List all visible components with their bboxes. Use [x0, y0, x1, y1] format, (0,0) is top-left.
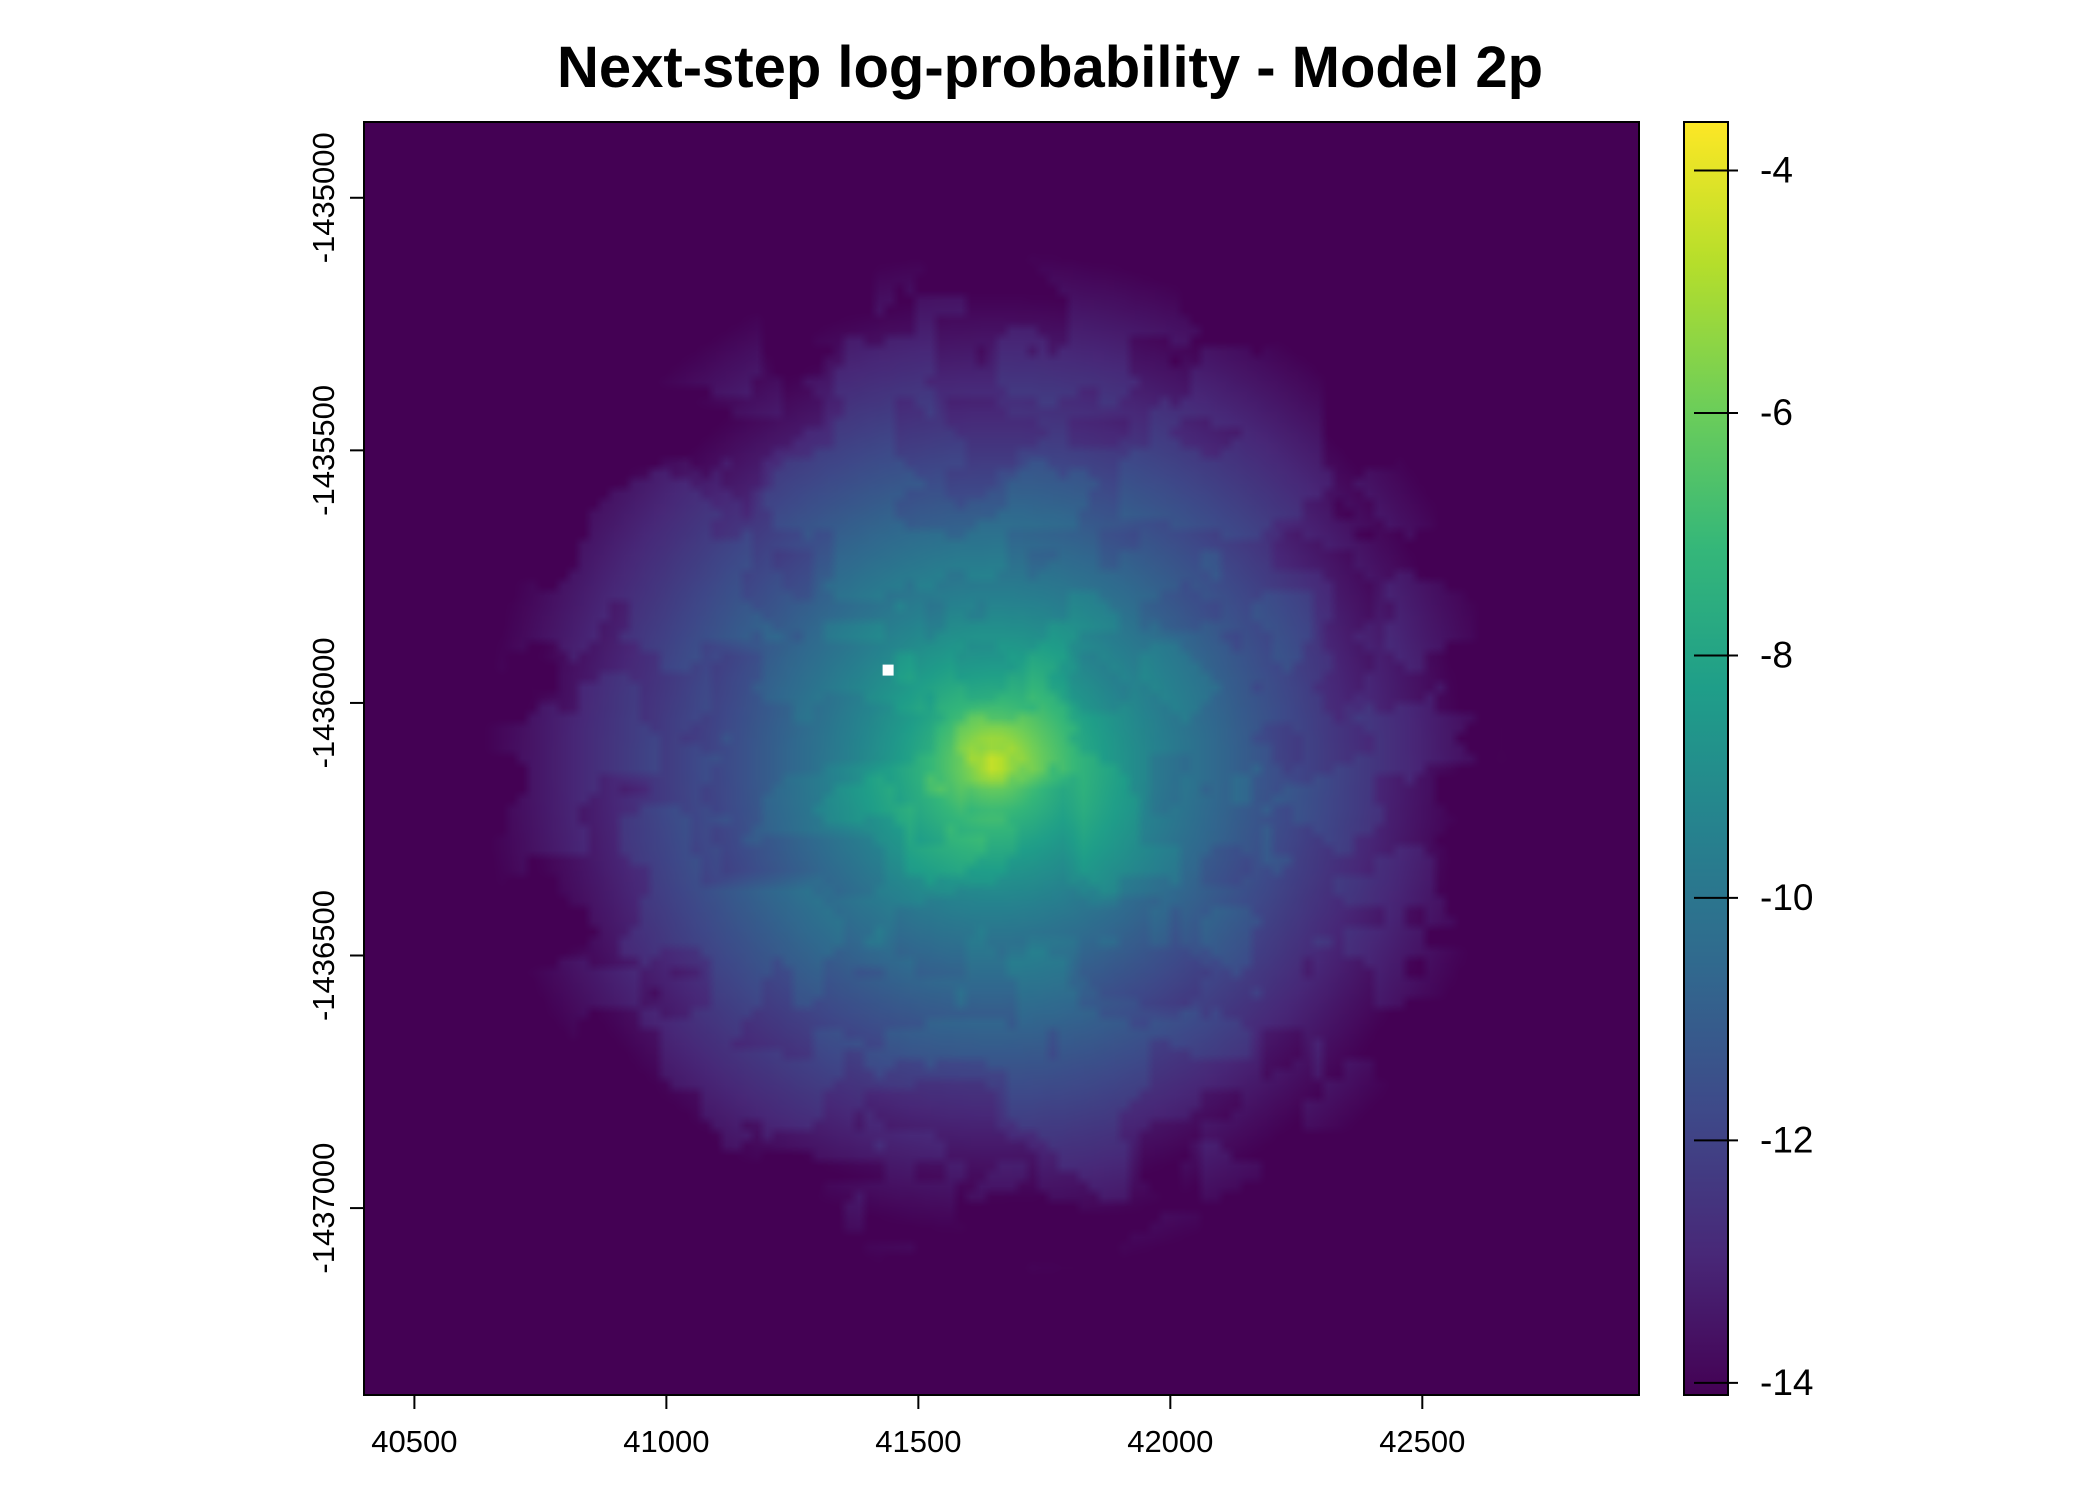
colorbar-gradient [1683, 121, 1729, 1396]
colorbar-tick-label: -6 [1760, 392, 1793, 433]
y-tick-label: -1437000 [306, 1143, 341, 1274]
heatmap-raster [364, 122, 1639, 1395]
y-tick-label: -1435000 [306, 132, 341, 263]
x-tick-label: 42500 [1379, 1424, 1465, 1459]
y-axis: -1435000 -1435500 -1436000 -1436500 -1437000 [306, 132, 364, 1274]
colorbar-tick-label: -14 [1760, 1362, 1813, 1403]
plot-frame [363, 121, 1640, 1396]
colorbar-tick-label: -8 [1760, 634, 1793, 675]
x-tick-label: 41500 [875, 1424, 961, 1459]
chart-title: Next-step log-probability - Model 2p [556, 35, 1544, 100]
y-tick-label: -1436000 [306, 637, 341, 768]
colorbar-tick-label: -4 [1760, 149, 1793, 190]
colorbar-tick-label: -10 [1760, 877, 1813, 918]
y-tick-label: -1436500 [306, 890, 341, 1021]
start-point-marker [882, 664, 894, 676]
colorbar-legend: -4 -6 -8 -10 -12 -14 [1683, 121, 1813, 1403]
colorbar-tick-label: -12 [1760, 1119, 1813, 1160]
x-tick-label: 42000 [1127, 1424, 1213, 1459]
x-tick-label: 41000 [623, 1424, 709, 1459]
x-tick-label: 40500 [371, 1424, 457, 1459]
plot-area [363, 121, 1640, 1396]
x-axis: 40500 41000 41500 42000 42500 [371, 1395, 1465, 1459]
y-tick-label: -1435500 [306, 385, 341, 516]
